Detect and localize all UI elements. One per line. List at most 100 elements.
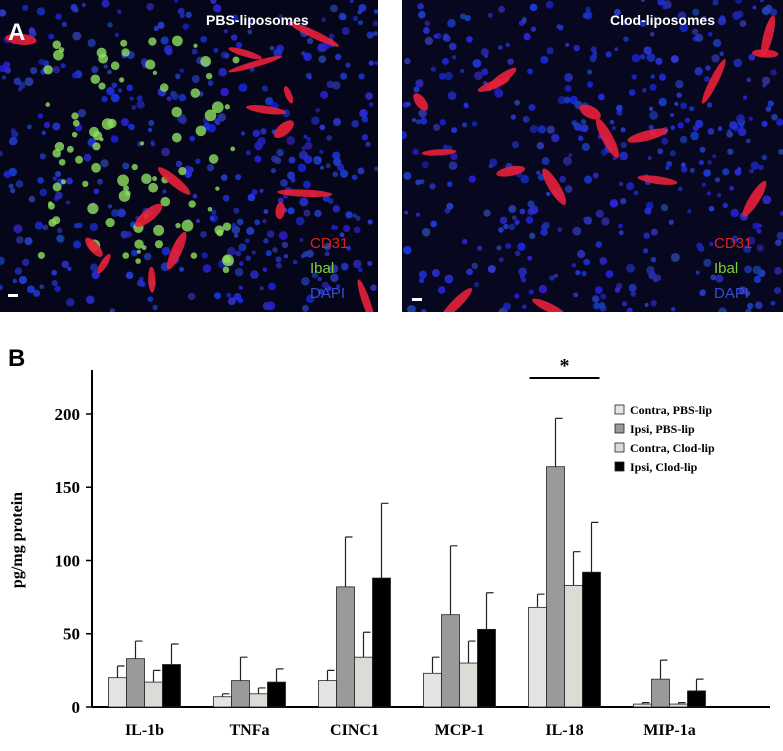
nucleus: [447, 18, 456, 28]
nucleus: [730, 235, 739, 244]
nucleus: [358, 20, 363, 26]
nucleus: [103, 64, 108, 69]
nucleus: [666, 160, 673, 167]
error-bar: [380, 502, 389, 579]
microglia: [98, 53, 109, 64]
nucleus: [574, 226, 580, 232]
nucleus: [91, 66, 99, 74]
nucleus: [261, 85, 269, 92]
nucleus: [704, 76, 711, 83]
nucleus: [743, 244, 752, 253]
nucleus: [520, 174, 530, 184]
nucleus: [120, 118, 129, 127]
x-tick-label: CINC1: [330, 722, 379, 739]
y-tick-label: 100: [55, 551, 81, 570]
nucleus: [13, 224, 23, 234]
nucleus: [175, 73, 181, 80]
nucleus: [370, 284, 377, 291]
nucleus: [774, 239, 782, 247]
nucleus: [639, 54, 646, 60]
nucleus: [207, 80, 214, 86]
nucleus: [340, 72, 348, 80]
nucleus: [404, 210, 409, 215]
nucleus: [404, 57, 411, 65]
nucleus: [691, 28, 699, 35]
nucleus: [107, 204, 113, 209]
nucleus: [761, 76, 771, 85]
nucleus: [774, 267, 782, 275]
bar: [249, 693, 268, 708]
nucleus: [125, 231, 132, 238]
nucleus: [358, 73, 365, 80]
nucleus: [770, 69, 777, 76]
nucleus: [451, 127, 458, 134]
nucleus: [703, 258, 712, 267]
nucleus: [446, 202, 454, 210]
nucleus: [39, 284, 45, 290]
nucleus: [618, 223, 623, 229]
nucleus: [448, 42, 457, 51]
nucleus: [206, 164, 215, 172]
nucleus: [715, 274, 724, 283]
nucleus: [90, 263, 99, 272]
nucleus: [0, 150, 3, 157]
nucleus: [266, 230, 275, 238]
nucleus: [303, 52, 312, 62]
nucleus: [251, 250, 256, 255]
nucleus: [37, 113, 44, 119]
nucleus: [514, 293, 520, 299]
nucleus: [411, 117, 417, 123]
nucleus: [643, 232, 650, 239]
bar: [564, 584, 583, 708]
nucleus: [339, 232, 345, 238]
nucleus: [299, 197, 309, 207]
nucleus: [269, 45, 275, 51]
nucleus: [326, 80, 334, 89]
scale-bar: [412, 298, 422, 301]
nucleus: [616, 109, 623, 116]
nucleus: [502, 302, 511, 311]
bar: [423, 672, 442, 708]
nucleus: [626, 263, 635, 273]
nucleus: [749, 168, 755, 174]
nucleus: [573, 122, 582, 131]
nucleus: [238, 243, 247, 252]
microglia: [172, 35, 183, 47]
microglia: [222, 255, 231, 264]
nucleus: [595, 241, 603, 248]
error-bar: [326, 669, 335, 681]
nucleus: [211, 209, 217, 215]
nucleus: [439, 72, 446, 80]
vessel: [441, 288, 473, 312]
nucleus: [54, 285, 61, 293]
nucleus: [412, 148, 419, 156]
nucleus: [583, 175, 593, 184]
bar: [633, 703, 652, 708]
nucleus: [701, 182, 707, 187]
microglia: [152, 70, 158, 76]
nucleus: [302, 20, 308, 27]
nucleus: [372, 20, 378, 27]
nucleus: [657, 0, 665, 6]
nucleus: [442, 144, 449, 150]
microglia: [60, 179, 66, 185]
vessel: [627, 128, 669, 143]
microglia: [139, 141, 145, 146]
microglia: [141, 173, 152, 185]
nucleus: [418, 10, 426, 19]
nucleus: [106, 87, 115, 96]
x-tick-label: TNFa: [230, 722, 270, 739]
microglia: [134, 239, 144, 249]
nucleus: [214, 292, 221, 300]
nucleus: [55, 170, 62, 178]
nucleus: [83, 153, 92, 162]
nucleus: [546, 125, 555, 134]
nucleus: [405, 101, 411, 107]
nucleus: [679, 23, 689, 33]
microglia: [119, 77, 125, 83]
bar: [687, 690, 706, 708]
nucleus: [650, 300, 657, 307]
nucleus: [127, 123, 133, 129]
nucleus: [620, 127, 626, 133]
nucleus: [111, 209, 120, 217]
